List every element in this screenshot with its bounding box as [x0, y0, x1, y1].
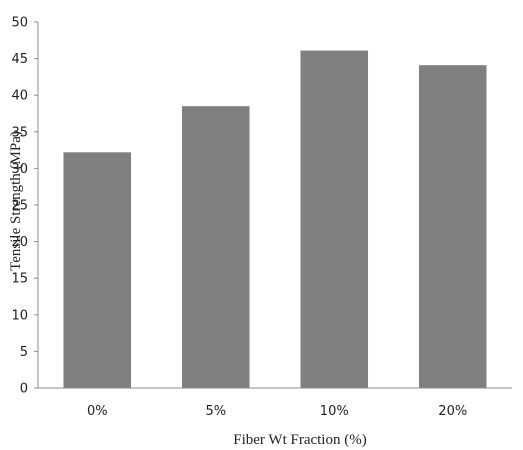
- y-tick-label: 50: [11, 16, 28, 31]
- y-tick-label: 0: [20, 382, 28, 397]
- y-tick-label: 15: [11, 272, 28, 287]
- x-tick-label: 20%: [438, 404, 467, 419]
- x-tick-label: 10%: [320, 404, 349, 419]
- x-axis-title: Fiber Wt Fraction (%): [233, 432, 366, 448]
- y-tick-label: 5: [20, 345, 28, 360]
- bar-10pct: [300, 50, 369, 388]
- y-tick-label: 30: [11, 162, 28, 177]
- bar-20pct: [418, 65, 487, 389]
- y-tick-label: 25: [11, 199, 28, 214]
- x-axis-ticks: 0% 5% 10% 20%: [87, 404, 467, 419]
- x-tick-label: 5%: [205, 404, 226, 419]
- bar-0pct: [63, 152, 132, 388]
- y-axis-ticks: 0 5 10 15 20 25 30 35 40 45 50: [11, 16, 38, 397]
- y-tick-label: 40: [11, 89, 28, 104]
- bar-5pct: [181, 106, 250, 389]
- y-tick-label: 45: [11, 52, 28, 67]
- y-axis-title: Tensile Strength (MPa): [8, 131, 24, 271]
- bars: [63, 50, 487, 389]
- x-tick-label: 0%: [87, 404, 108, 419]
- y-tick-label: 10: [11, 308, 28, 323]
- y-tick-label: 35: [11, 125, 28, 140]
- y-tick-label: 20: [11, 235, 28, 250]
